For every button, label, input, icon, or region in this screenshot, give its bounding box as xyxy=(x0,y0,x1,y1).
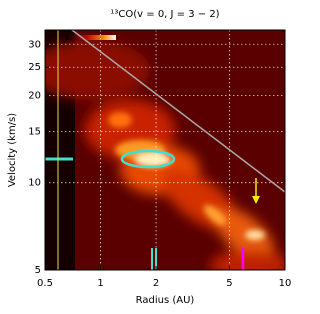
x-axis-label: Radius (AU) xyxy=(136,295,195,306)
plot-frame xyxy=(44,29,286,271)
x-tick-label: 10 xyxy=(279,278,292,289)
highlight-ellipse xyxy=(120,149,176,169)
heatmap xyxy=(45,30,285,270)
chart-title: ¹³CO(v = 0, J = 3 − 2) xyxy=(110,9,219,20)
y-tick-label: 20 xyxy=(28,90,41,101)
y-tick-label: 15 xyxy=(28,127,41,138)
x-tick-label: 5 xyxy=(226,278,232,289)
y-tick-label: 30 xyxy=(28,39,41,50)
y-axis-label: Velocity (km/s) xyxy=(7,113,18,187)
x-tick-label: 1 xyxy=(97,278,103,289)
chart: ¹³CO(v = 0, J = 3 − 2) Radius (AU) Veloc… xyxy=(7,9,292,306)
yellow-arrowhead xyxy=(252,196,260,204)
x-tick-label: 0.5 xyxy=(37,278,53,289)
x-tick-label: 2 xyxy=(153,278,159,289)
y-tick-label: 5 xyxy=(35,265,41,276)
fit-line xyxy=(71,29,286,193)
y-tick-label: 10 xyxy=(28,178,41,189)
y-tick-label: 25 xyxy=(28,62,41,73)
